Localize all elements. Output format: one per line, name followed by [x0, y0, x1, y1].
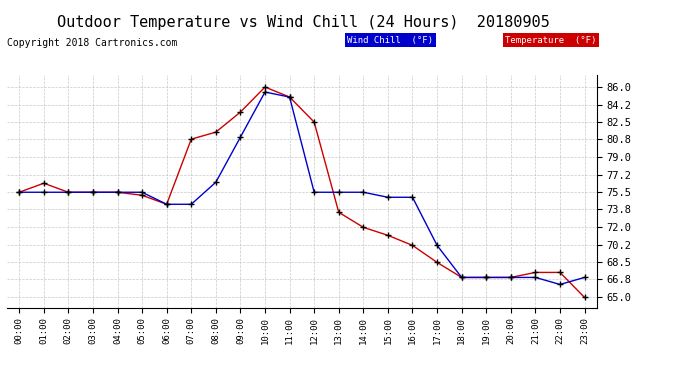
- Text: Wind Chill  (°F): Wind Chill (°F): [347, 36, 433, 45]
- Text: Copyright 2018 Cartronics.com: Copyright 2018 Cartronics.com: [7, 38, 177, 48]
- Text: Outdoor Temperature vs Wind Chill (24 Hours)  20180905: Outdoor Temperature vs Wind Chill (24 Ho…: [57, 15, 550, 30]
- Text: Temperature  (°F): Temperature (°F): [506, 36, 597, 45]
